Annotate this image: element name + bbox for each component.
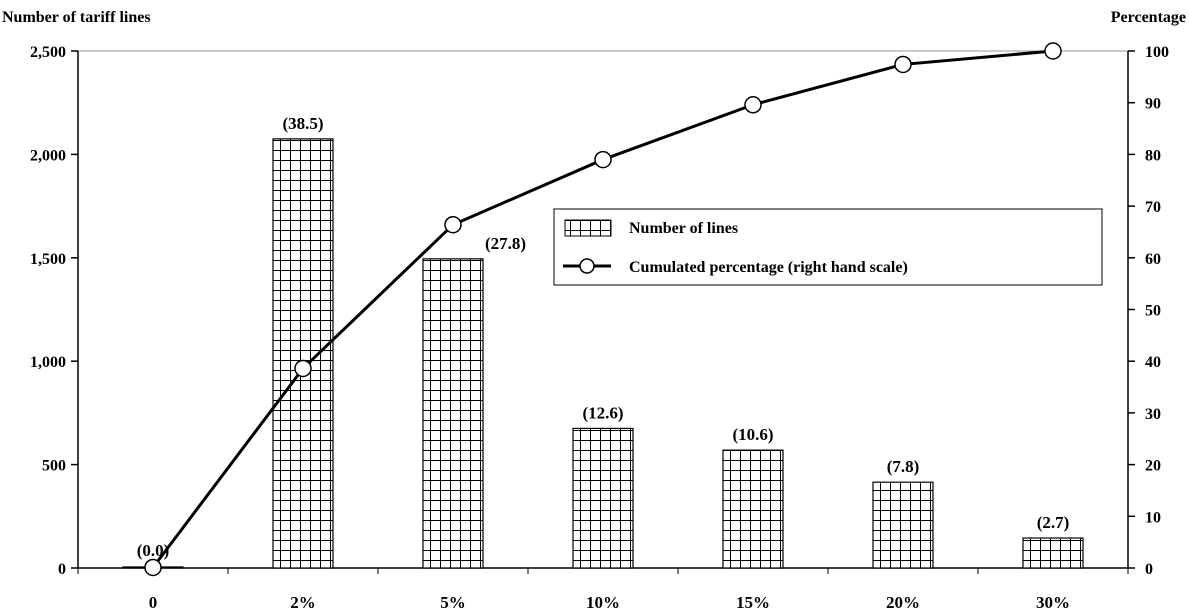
left-tick-label: 0 [58, 561, 66, 578]
x-tick-label: 30% [1036, 593, 1070, 612]
bar [422, 258, 484, 569]
right-axis-title: Percentage [1111, 9, 1186, 26]
legend: Number of lines Cumulated percentage (ri… [553, 208, 1103, 286]
right-tick-label: 80 [1145, 147, 1161, 164]
right-axis-ticks: 0 10 20 30 40 50 60 70 80 90 100 [1128, 44, 1169, 578]
bar-data-label: (27.8) [485, 234, 526, 253]
bar-series [122, 138, 1084, 569]
x-tick-label: 10% [586, 593, 620, 612]
bar [272, 138, 334, 569]
x-tick-label: 15% [736, 593, 770, 612]
left-tick-label: 1,500 [30, 251, 66, 268]
bar [872, 481, 934, 569]
line-point-marker [1044, 42, 1062, 60]
bar-data-label: (38.5) [282, 114, 323, 133]
left-tick-label: 500 [42, 458, 66, 475]
line-series [144, 42, 1062, 577]
x-axis-ticks: 0 2% 5% 10% 15% 20% 30% [77, 568, 1129, 612]
bar-data-labels: (0.0)(38.5)(27.8)(12.6)(10.6)(7.8)(2.7) [137, 114, 1070, 560]
legend-line-label: Cumulated percentage (right hand scale) [629, 259, 908, 276]
bar-data-label: (2.7) [1037, 513, 1070, 532]
line-point-marker [294, 359, 312, 378]
right-tick-label: 60 [1145, 251, 1161, 268]
line-point-marker [594, 150, 612, 169]
right-tick-label: 30 [1145, 406, 1161, 423]
right-tick-label: 70 [1145, 199, 1161, 216]
x-tick-label: 20% [886, 593, 920, 612]
bar [572, 427, 634, 569]
left-axis-title: Number of tariff lines [2, 9, 151, 26]
bar [722, 449, 784, 569]
right-tick-label: 20 [1145, 458, 1161, 475]
line-point-marker [894, 55, 912, 74]
left-tick-label: 1,000 [30, 354, 66, 371]
line-point-marker [144, 558, 162, 577]
legend-box [553, 208, 1103, 286]
legend-bar-swatch [564, 219, 612, 237]
left-tick-label: 2,500 [30, 44, 66, 61]
right-tick-label: 10 [1145, 509, 1161, 526]
bar-data-label: (10.6) [732, 425, 773, 444]
right-tick-label: 50 [1145, 303, 1161, 320]
legend-bar-label: Number of lines [629, 220, 738, 237]
bar [1022, 537, 1084, 569]
line-point-marker [744, 96, 762, 114]
left-axis-ticks: 0 500 1,000 1,500 2,000 2,500 [30, 44, 78, 578]
right-tick-label: 40 [1145, 354, 1161, 371]
legend-line-marker [579, 258, 595, 274]
bar-data-label: (7.8) [887, 457, 920, 476]
x-tick-label: 5% [440, 593, 466, 612]
right-tick-label: 100 [1145, 44, 1169, 61]
left-tick-label: 2,000 [30, 147, 66, 164]
right-tick-label: 0 [1145, 561, 1153, 578]
x-tick-label: 0 [149, 593, 158, 612]
x-tick-label: 2% [290, 593, 316, 612]
bar-data-label: (12.6) [582, 403, 623, 422]
right-tick-label: 90 [1145, 96, 1161, 113]
line-point-marker [444, 215, 462, 234]
